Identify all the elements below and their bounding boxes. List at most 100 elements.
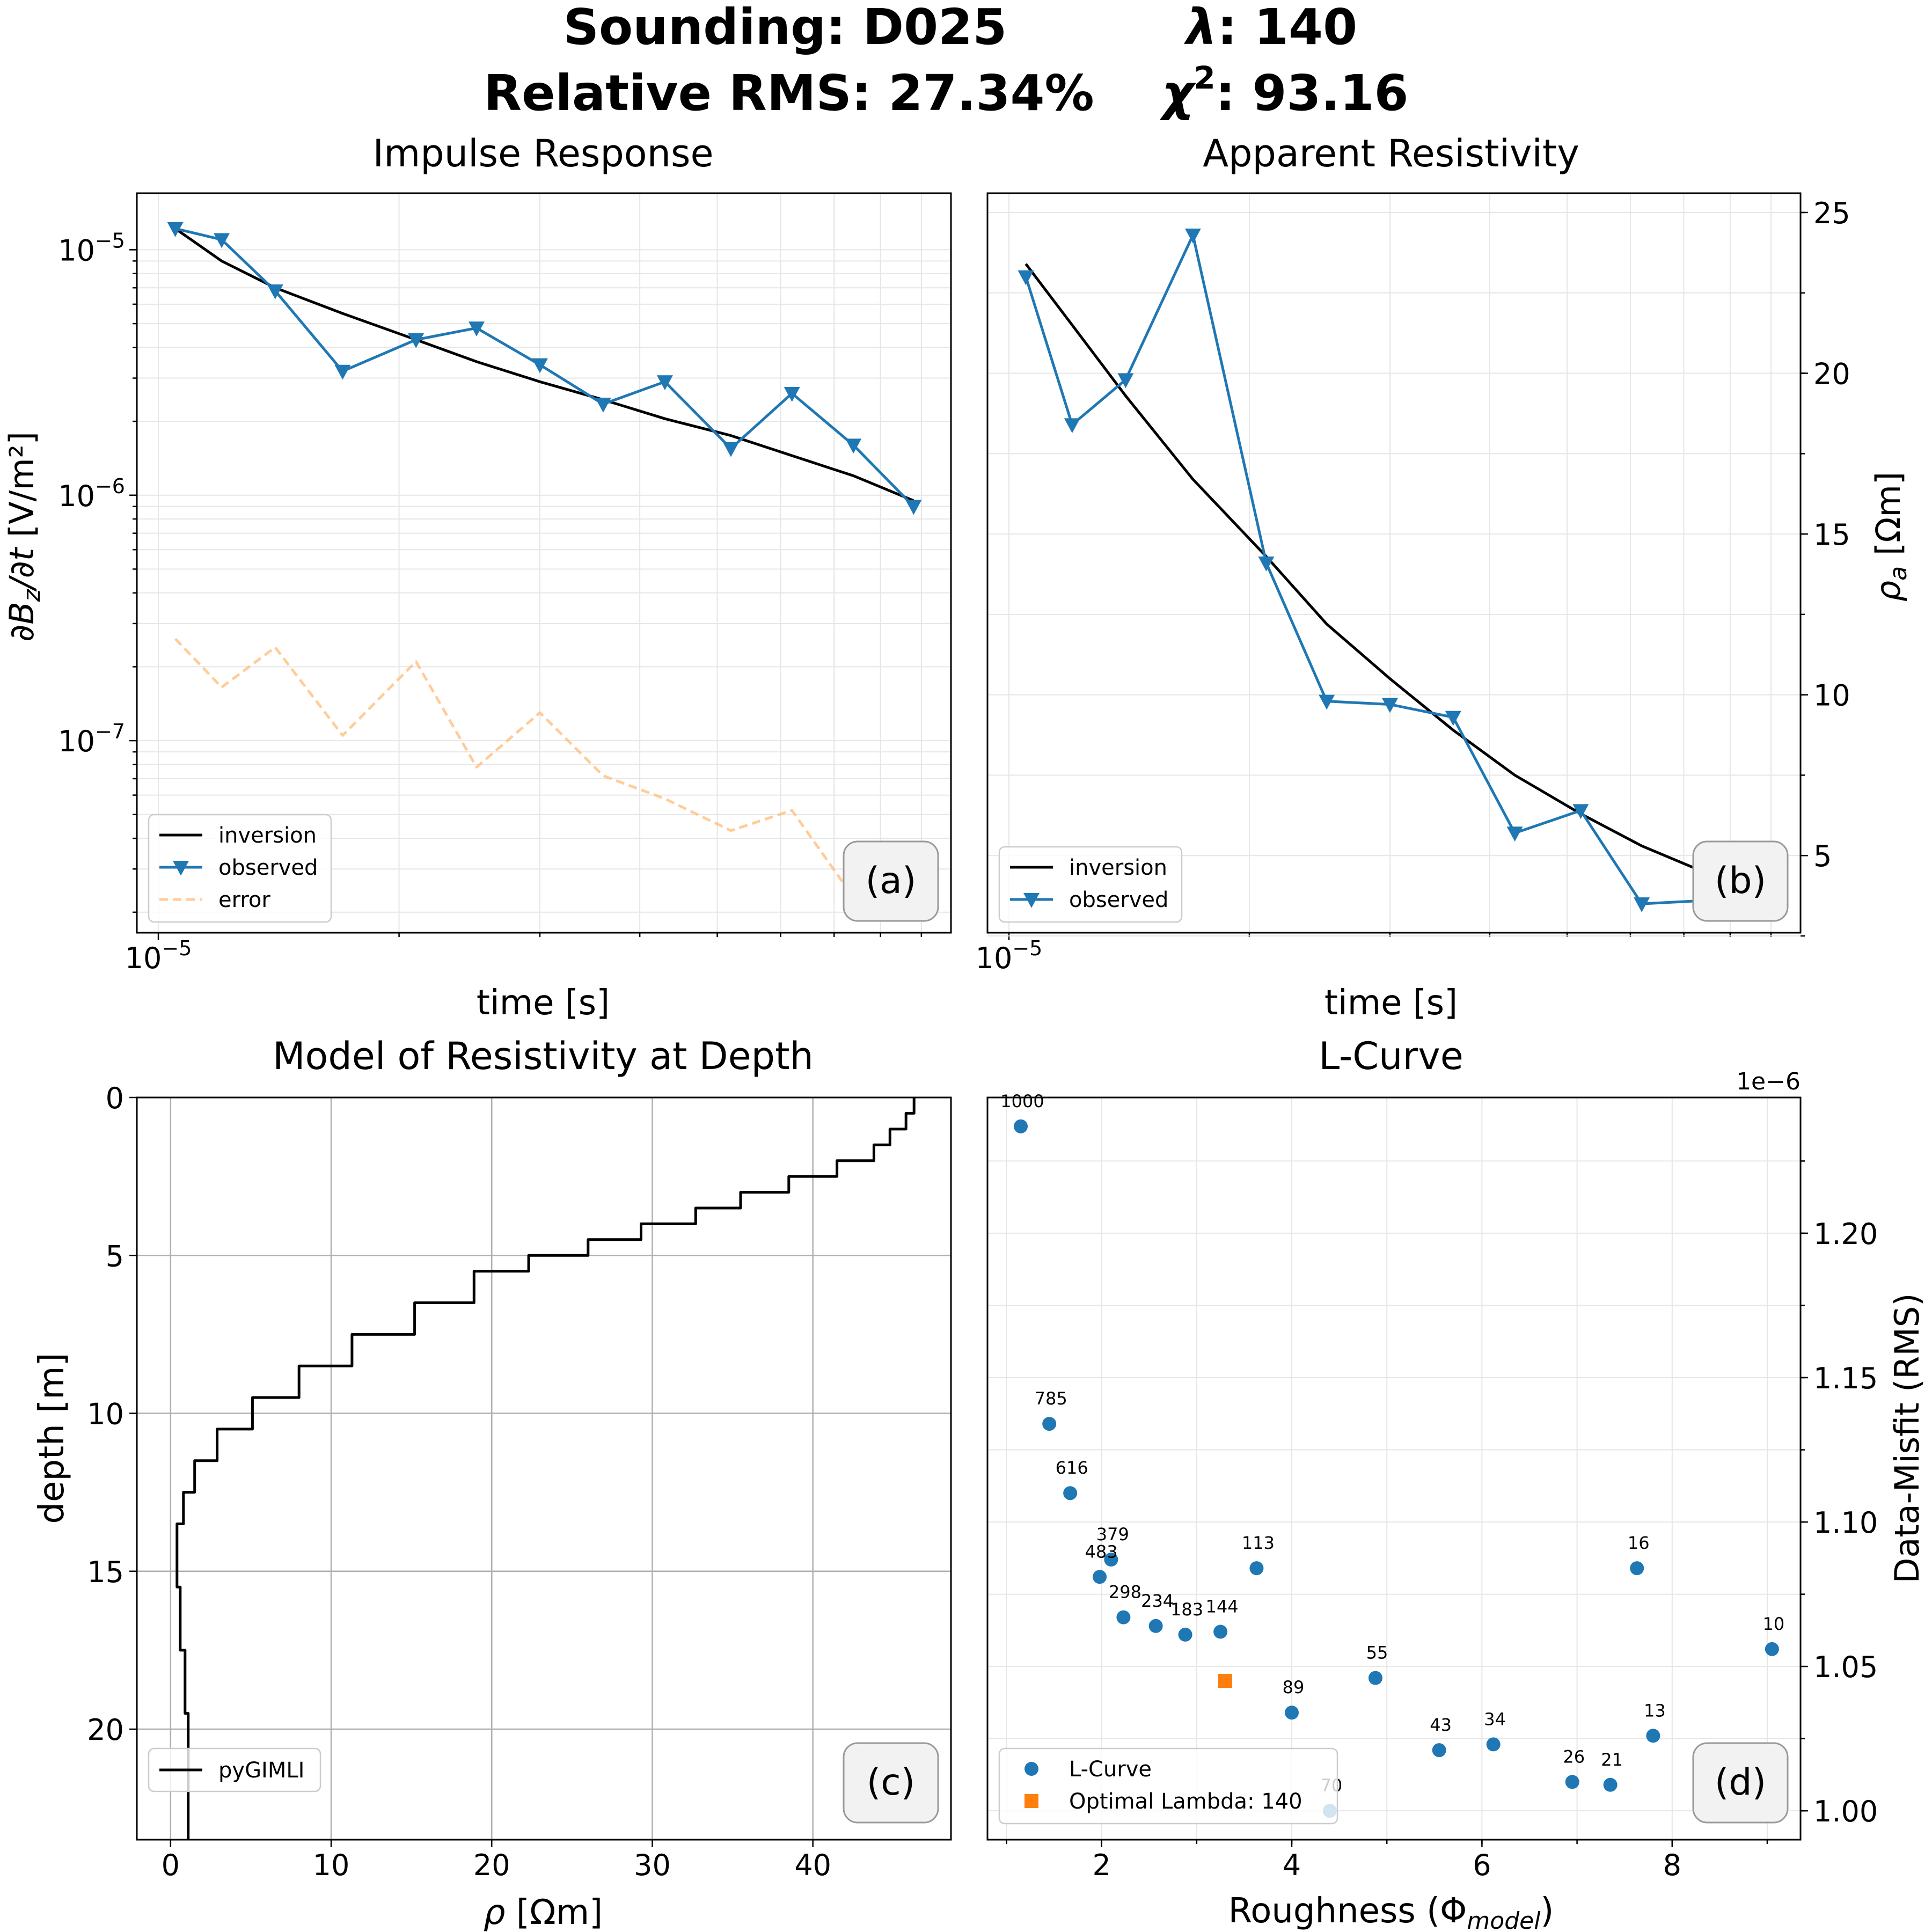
point-label-234: 234 — [1141, 1591, 1174, 1611]
x-tick-label: 30 — [634, 1848, 671, 1882]
y-tick-label: 10−6 — [58, 474, 125, 513]
xlabel-c-unit: [Ωm] — [506, 1893, 603, 1932]
marker-observed — [267, 284, 283, 299]
point-43 — [1432, 1743, 1446, 1758]
legend-marker-l-curve — [1024, 1762, 1038, 1776]
suptitle-sounding: Sounding: D025 — [564, 0, 1007, 56]
panel-resistivity-depth: 0 10 20 30 40 0 5 10 15 20 pyGIMLI (c) — [87, 1081, 952, 1882]
series-line-observed — [1024, 233, 1763, 905]
point-21 — [1603, 1777, 1618, 1792]
point-10 — [1765, 1642, 1779, 1656]
y-tick-label: 15 — [1813, 518, 1850, 552]
legend-marker-optimal — [1024, 1794, 1038, 1808]
ylabel-b: ρa [Ωm] — [1869, 472, 1912, 602]
legend-label-l-curve: L-Curve — [1069, 1757, 1152, 1782]
chi-value: : 93.16 — [1216, 64, 1409, 122]
point-234 — [1148, 1619, 1163, 1633]
panel-label-box — [1692, 840, 1789, 922]
x-tick-label: 10 — [313, 1848, 350, 1882]
y-tick-label: 1.10 — [1813, 1506, 1878, 1540]
point-1000 — [1014, 1119, 1028, 1133]
x-tick-label: 6 — [1473, 1848, 1491, 1882]
marker-observed — [1572, 804, 1589, 819]
legend-label-observed: observed — [1069, 888, 1168, 912]
point-label-1000: 1000 — [1000, 1091, 1044, 1111]
panel-label: (a) — [866, 860, 917, 902]
svg-text:Data-Misfit (RMS): Data-Misfit (RMS) — [1887, 1293, 1927, 1584]
axes-frame — [136, 192, 952, 934]
marker-observed — [1634, 897, 1650, 912]
y-tick-label: 20 — [87, 1713, 124, 1747]
legend-label-optimal: Optimal Lambda: 140 — [1069, 1789, 1302, 1814]
point-label-34: 34 — [1484, 1709, 1506, 1729]
panel-l-curve: 2 4 6 8 1.00 1.05 1.10 1.15 1.20 1000 785 616 379483… — [986, 1091, 1878, 1882]
marker-observed — [656, 375, 673, 391]
y-tick-label: 1.05 — [1813, 1650, 1878, 1684]
y-tick-label: 5 — [106, 1239, 124, 1273]
legend-label-inversion: inversion — [218, 823, 317, 848]
y-tick-label: 25 — [1813, 196, 1850, 230]
point-label-785: 785 — [1035, 1388, 1067, 1409]
point-785 — [1042, 1417, 1057, 1431]
y-tick-label: 1.20 — [1813, 1217, 1878, 1251]
point-55 — [1368, 1671, 1382, 1685]
x-tick-label: 20 — [473, 1848, 510, 1882]
legend-label-observed: observed — [218, 855, 318, 880]
ylabel-a: ∂Bz/∂t [V/m²] — [2, 431, 46, 642]
point-label-55: 55 — [1366, 1643, 1388, 1663]
marker-observed — [1258, 557, 1275, 572]
point-89 — [1285, 1706, 1299, 1720]
point-616 — [1063, 1486, 1078, 1501]
title-b: Apparent Resistivity — [1203, 131, 1579, 175]
legend-frame — [998, 1747, 1338, 1825]
panel-label-box — [843, 840, 939, 922]
point-label-144: 144 — [1206, 1597, 1239, 1617]
point-label-379: 379 — [1096, 1524, 1129, 1545]
marker-observed — [1018, 270, 1034, 286]
point-label-16: 16 — [1628, 1533, 1650, 1553]
xlabel-a: time [s] — [477, 983, 610, 1023]
title-d: L-Curve — [1319, 1034, 1463, 1078]
chi-sup: 2 — [1194, 60, 1215, 96]
x-tick-label: 8 — [1663, 1848, 1681, 1882]
x-tick-label: 2 — [1092, 1848, 1110, 1882]
title-a: Impulse Response — [372, 131, 713, 175]
point-379 — [1104, 1553, 1118, 1567]
marker-observed — [408, 333, 425, 348]
point-113 — [1249, 1561, 1264, 1576]
legend-frame — [998, 846, 1183, 923]
marker-observed — [167, 222, 184, 237]
x-tick-label: 0 — [162, 1848, 180, 1882]
marker-observed — [905, 500, 922, 515]
point-label-113: 113 — [1242, 1533, 1275, 1553]
point-label-21: 21 — [1601, 1750, 1623, 1770]
suptitle-chi2: χ2: 93.16 — [1159, 60, 1409, 122]
series-line-observed — [175, 227, 915, 508]
offset-text-d: 1e−6 — [1736, 1068, 1801, 1095]
point-label-483: 483 — [1085, 1541, 1118, 1562]
svg-text:depth [m]: depth [m] — [32, 1353, 72, 1524]
ylabel-b-sub: a — [1885, 566, 1912, 581]
optimal-lambda-marker — [1218, 1674, 1232, 1688]
legend-marker-observed — [1023, 893, 1040, 908]
panel-label: (b) — [1715, 860, 1766, 902]
axes-frame — [986, 1096, 1802, 1841]
y-tick-label: 20 — [1813, 357, 1850, 391]
legend-label-pyGIMLI: pyGIMLI — [218, 1758, 304, 1783]
x-tick-label: 40 — [794, 1848, 831, 1882]
series-line-error — [174, 638, 915, 899]
marker-observed — [1445, 711, 1461, 726]
y-tick-label: 15 — [87, 1555, 124, 1589]
panel-impulse-response: 10−5 10−5 10−6 10−7 inversion observed error (a… — [58, 192, 952, 975]
xlabel-d-main: Roughness (Φ — [1228, 1891, 1467, 1931]
marker-observed — [1319, 694, 1335, 710]
panel-label-box — [843, 1742, 939, 1824]
marker-observed — [1064, 418, 1080, 434]
point-label-183: 183 — [1170, 1599, 1203, 1620]
svg-text:∂Bz/∂t [V/m²]: ∂Bz/∂t [V/m²] — [2, 431, 46, 642]
chi-symbol: χ — [1159, 64, 1196, 122]
xlabel-d-close: ) — [1540, 1891, 1554, 1931]
point-label-26: 26 — [1563, 1746, 1585, 1767]
svg-text:ρa [Ωm]: ρa [Ωm] — [1869, 472, 1912, 602]
